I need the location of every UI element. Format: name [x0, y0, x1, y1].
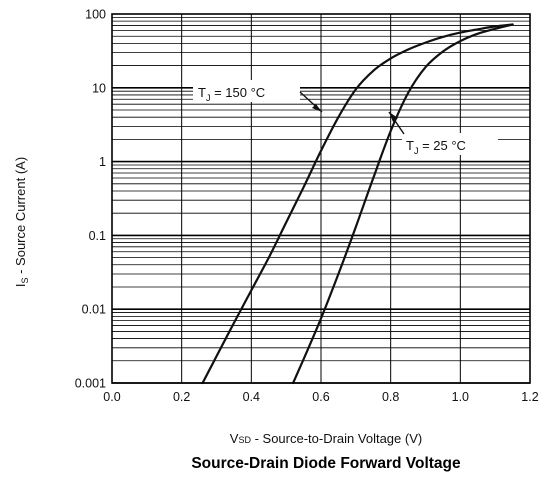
x-tick-label: 0.6 [312, 390, 329, 404]
x-tick-labels: 0.0 0.2 0.4 0.6 0.8 1.0 1.2 [103, 390, 538, 404]
series-line-tj-25c [292, 23, 514, 385]
y-tick-label: 0.1 [89, 229, 106, 243]
x-tick-label: 1.0 [452, 390, 469, 404]
curves [201, 23, 514, 385]
annotation-25: TJ = 25 °C [388, 111, 498, 156]
y-tick-label: 0.001 [75, 377, 106, 391]
grid [111, 14, 531, 384]
y-tick-labels: 0.001 0.01 0.1 1 10 100 [75, 8, 106, 391]
annotation-25-bg [402, 133, 498, 155]
x-tick-label: 0.4 [243, 390, 260, 404]
y-axis-title: IS - Source Current (A) [13, 157, 30, 287]
x-axis-title: VSD - Source-to-Drain Voltage (V) [230, 431, 422, 446]
annotation-150-bg [193, 80, 300, 102]
x-tick-label: 0.0 [103, 390, 120, 404]
chart-title: Source-Drain Diode Forward Voltage [191, 455, 461, 472]
y-tick-label: 1 [99, 155, 106, 169]
annotation-150-label: TJ = 150 °C [198, 85, 265, 103]
x-tick-label: 0.8 [382, 390, 399, 404]
annotation-150-arrowhead [312, 104, 322, 112]
annotation-25-arrowhead [389, 112, 398, 122]
plot-frame [111, 13, 531, 384]
annotation-150: TJ = 150 °C [193, 80, 323, 113]
x-tick-label: 1.2 [521, 390, 538, 404]
series-line-tj-150c [201, 23, 514, 385]
x-tick-label: 0.2 [173, 390, 190, 404]
y-tick-label: 10 [92, 81, 106, 95]
annotation-25-label: TJ = 25 °C [406, 138, 466, 156]
y-tick-label: 100 [85, 8, 106, 22]
y-tick-label: 0.01 [82, 303, 106, 317]
